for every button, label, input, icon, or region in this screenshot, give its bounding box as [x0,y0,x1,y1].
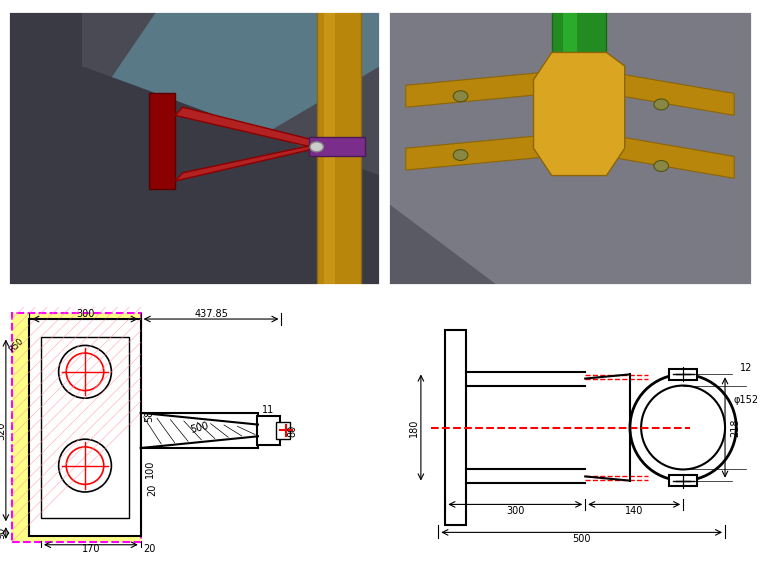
Polygon shape [388,203,497,285]
Text: 20: 20 [144,544,156,554]
Polygon shape [82,66,380,285]
Text: φ152: φ152 [733,394,758,405]
Polygon shape [606,72,734,115]
Circle shape [654,99,669,110]
Text: 320: 320 [0,421,6,439]
Text: 180: 180 [409,418,419,437]
Bar [309,137,365,156]
Polygon shape [175,107,325,148]
Text: 300: 300 [76,310,94,319]
Polygon shape [82,11,380,176]
Bar [317,11,362,285]
Bar [257,416,280,445]
Text: 20: 20 [147,484,157,496]
Polygon shape [8,11,82,285]
Circle shape [654,161,669,172]
Polygon shape [149,93,175,189]
Bar [669,475,697,486]
Text: 12: 12 [739,363,752,373]
Polygon shape [534,52,625,176]
Text: 500: 500 [189,421,210,434]
Text: 100: 100 [144,459,154,478]
Bar [30,319,141,536]
Text: 170: 170 [81,544,100,554]
Polygon shape [606,135,734,178]
Bar [562,0,578,162]
Text: 140: 140 [625,506,643,516]
Bar [445,329,467,526]
Polygon shape [406,72,552,107]
Text: 58: 58 [144,410,154,422]
Bar [41,337,129,518]
Bar [669,369,697,380]
Polygon shape [175,142,325,181]
Text: 500: 500 [572,534,591,544]
Bar [141,413,258,448]
Text: 90: 90 [0,527,6,539]
Text: 300: 300 [506,506,524,516]
Bar [276,422,290,439]
Text: 218: 218 [730,418,740,437]
Circle shape [453,91,468,101]
Circle shape [310,142,324,152]
Text: R50: R50 [8,336,25,355]
Text: 80: 80 [287,424,297,437]
Text: 437.85: 437.85 [194,310,228,319]
Bar [552,0,606,162]
Bar [325,11,335,285]
Polygon shape [8,11,380,285]
Circle shape [453,149,468,161]
Polygon shape [406,135,552,170]
Polygon shape [388,11,752,285]
Text: 11: 11 [262,405,274,415]
Bar [11,313,141,542]
